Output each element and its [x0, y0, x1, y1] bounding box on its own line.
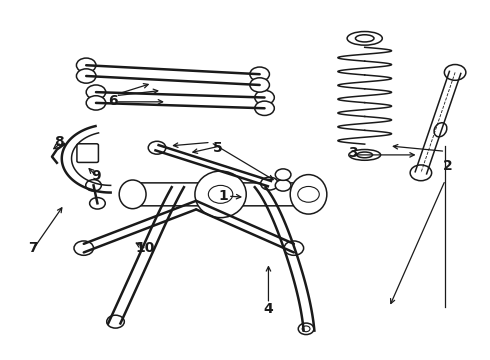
Text: 5: 5 — [213, 141, 223, 155]
Circle shape — [298, 186, 319, 202]
Ellipse shape — [357, 152, 372, 158]
Circle shape — [76, 69, 96, 83]
Text: 2: 2 — [443, 159, 453, 173]
Circle shape — [250, 67, 270, 81]
Circle shape — [90, 198, 105, 209]
Circle shape — [444, 64, 466, 80]
FancyBboxPatch shape — [124, 183, 318, 206]
Circle shape — [284, 241, 304, 255]
Circle shape — [255, 90, 274, 105]
Circle shape — [275, 180, 291, 191]
Text: 10: 10 — [135, 241, 154, 255]
Circle shape — [255, 101, 274, 116]
Ellipse shape — [347, 32, 382, 45]
Circle shape — [302, 326, 310, 332]
Text: 6: 6 — [108, 94, 118, 108]
Ellipse shape — [195, 171, 246, 218]
Ellipse shape — [349, 149, 381, 160]
Text: 3: 3 — [348, 146, 357, 160]
Circle shape — [86, 180, 101, 191]
Circle shape — [410, 165, 432, 181]
Circle shape — [76, 58, 96, 72]
Text: 1: 1 — [218, 189, 228, 203]
Circle shape — [86, 85, 106, 99]
Circle shape — [208, 185, 233, 203]
Text: 9: 9 — [91, 170, 101, 183]
Ellipse shape — [434, 123, 447, 137]
Circle shape — [148, 141, 166, 154]
Circle shape — [261, 177, 278, 190]
Text: 7: 7 — [27, 241, 37, 255]
FancyBboxPatch shape — [77, 144, 98, 162]
Ellipse shape — [355, 35, 374, 42]
Circle shape — [275, 169, 291, 180]
Ellipse shape — [290, 175, 327, 214]
Circle shape — [250, 78, 270, 92]
Circle shape — [298, 323, 314, 334]
Circle shape — [107, 315, 124, 328]
Circle shape — [86, 96, 106, 110]
Circle shape — [74, 241, 94, 255]
Ellipse shape — [119, 180, 146, 209]
Text: 8: 8 — [54, 135, 64, 149]
Text: 4: 4 — [264, 302, 273, 316]
